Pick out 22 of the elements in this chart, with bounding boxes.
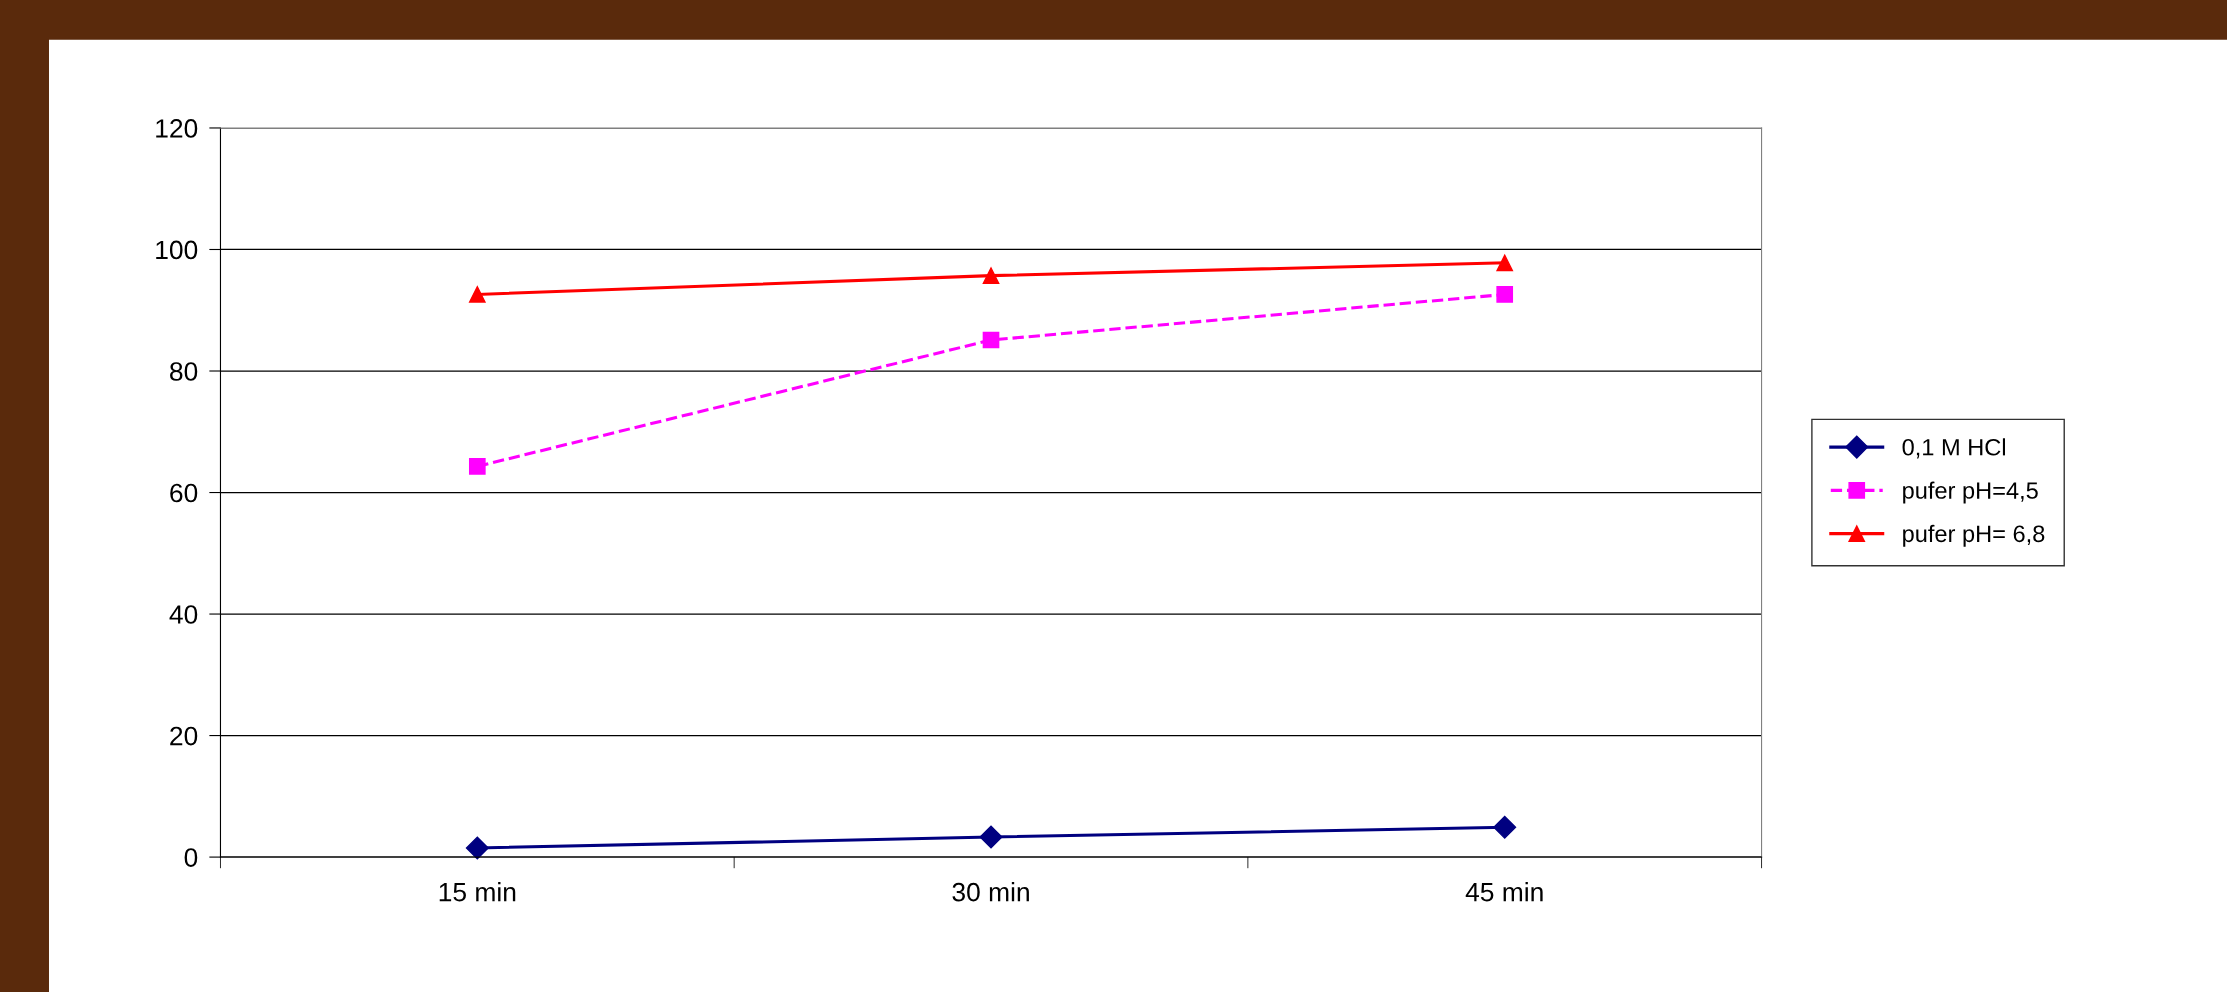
point [468,286,486,303]
y-tick-label: 100 [156,240,198,260]
point [982,331,1000,349]
point [1496,286,1514,303]
point [1493,815,1517,839]
legend-label: pufer pH=4,5 [1903,481,2038,504]
legend-label: pufer pH= 6,8 [1903,524,2045,547]
point [465,836,489,860]
legend-label: 0,1 M HCl [1902,438,2005,459]
point [1496,254,1514,272]
point [468,458,486,475]
x-tick-label: 45 min [1465,882,1543,902]
point [979,825,1003,849]
x-tick-label: 30 min [952,882,1029,902]
y-tick-label: 60 [170,483,198,503]
y-tick-label: 0 [184,848,198,867]
y-tick-label: 80 [170,362,198,381]
x-tick-label: 15 min [439,882,516,902]
y-tick-label: 20 [170,726,198,746]
y-tick-label: 120 [156,119,198,138]
y-tick-label: 40 [169,605,198,624]
point [982,267,1000,284]
